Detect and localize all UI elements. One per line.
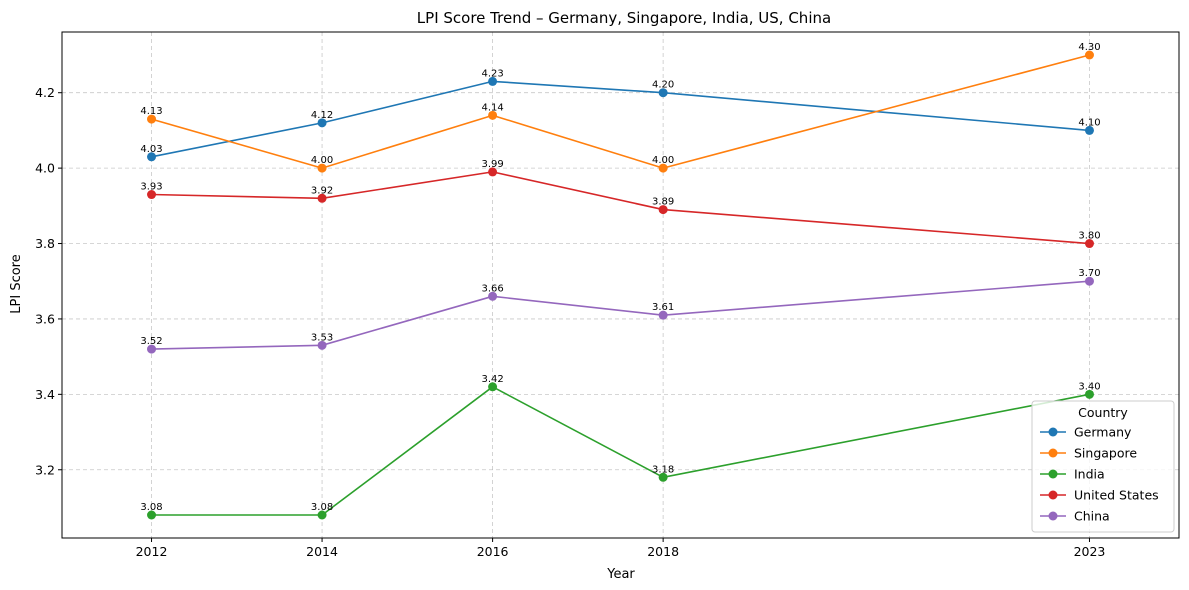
data-point-singapore — [147, 114, 157, 124]
y-tick-label: 3.2 — [35, 462, 55, 477]
data-point-india — [1084, 389, 1094, 399]
series-india: 3.08 3.08 3.42 3.18 3.40 — [140, 374, 1101, 520]
data-label-united-states: 3.93 — [140, 182, 162, 193]
legend-label-india: India — [1074, 467, 1105, 482]
data-label-china: 3.70 — [1078, 268, 1100, 279]
legend-marker-united-states — [1048, 490, 1058, 500]
data-label-india: 3.18 — [652, 464, 674, 475]
data-label-united-states: 3.89 — [652, 197, 674, 208]
grid — [62, 32, 1179, 538]
data-point-china — [317, 340, 327, 350]
y-tick-label: 4.2 — [35, 85, 55, 100]
y-tick-label: 3.6 — [35, 311, 55, 326]
data-point-united-states — [658, 205, 668, 215]
data-label-germany: 4.12 — [311, 110, 333, 121]
data-point-china — [658, 310, 668, 320]
data-point-china — [488, 291, 498, 301]
chart-title: LPI Score Trend – Germany, Singapore, In… — [417, 9, 831, 27]
series-china: 3.52 3.53 3.66 3.61 3.70 — [140, 268, 1101, 354]
data-point-china — [147, 344, 157, 354]
series-line-united-states — [151, 171, 1090, 245]
data-label-singapore: 4.14 — [481, 102, 503, 113]
data-label-china: 3.61 — [652, 302, 674, 313]
data-point-united-states — [488, 167, 498, 177]
data-point-united-states — [317, 193, 327, 203]
series-united-states: 3.93 3.92 3.99 3.89 3.80 — [140, 159, 1101, 249]
y-axis-label: LPI Score — [9, 254, 24, 313]
data-point-germany — [147, 152, 157, 162]
data-label-singapore: 4.00 — [652, 155, 674, 166]
series-germany: 4.03 4.12 4.23 4.20 4.10 — [140, 68, 1101, 162]
data-point-india — [317, 510, 327, 520]
data-label-germany: 4.23 — [481, 68, 503, 79]
data-point-germany — [658, 88, 668, 98]
legend-marker-china — [1048, 511, 1058, 521]
y-tick-label: 3.8 — [35, 236, 55, 251]
legend-title: Country — [1078, 405, 1128, 420]
data-label-germany: 4.03 — [140, 144, 162, 155]
data-point-india — [658, 472, 668, 482]
legend-label-singapore: Singapore — [1074, 446, 1137, 461]
data-label-india: 3.40 — [1078, 381, 1100, 392]
data-label-germany: 4.20 — [652, 80, 674, 91]
y-tick-label: 3.4 — [35, 387, 55, 402]
x-axis-label: Year — [606, 567, 635, 582]
data-label-germany: 4.10 — [1078, 117, 1100, 128]
data-point-china — [1084, 276, 1094, 286]
data-point-singapore — [317, 163, 327, 173]
y-tick-label: 4.0 — [35, 161, 55, 176]
x-tick-label: 2018 — [647, 544, 679, 559]
data-label-india: 3.42 — [481, 374, 503, 385]
axis-ticks: 2012 2014 2016 2018 2023 3.2 3.4 3.6 3.8 4.0 4.2 — [35, 85, 1105, 559]
data-point-india — [147, 510, 157, 520]
data-label-china: 3.53 — [311, 332, 333, 343]
x-tick-label: 2023 — [1074, 544, 1106, 559]
legend-marker-singapore — [1048, 448, 1058, 458]
data-point-united-states — [147, 190, 157, 200]
data-point-united-states — [1084, 239, 1094, 249]
data-point-germany — [488, 76, 498, 86]
legend-label-germany: Germany — [1074, 425, 1132, 440]
data-point-singapore — [1084, 50, 1094, 60]
data-label-united-states: 3.99 — [481, 159, 503, 170]
data-label-india: 3.08 — [140, 502, 162, 513]
series-layer: 4.03 4.12 4.23 4.20 4.10 4.13 4.00 4.14 4.00 4.30… — [140, 42, 1101, 520]
data-label-united-states: 3.92 — [311, 185, 333, 196]
series-line-singapore — [151, 54, 1090, 169]
legend-box — [1031, 400, 1175, 533]
legend-label-china: China — [1074, 509, 1110, 524]
data-point-india — [488, 382, 498, 392]
data-point-singapore — [658, 163, 668, 173]
x-tick-label: 2016 — [477, 544, 509, 559]
data-point-singapore — [488, 110, 498, 120]
series-line-china — [151, 280, 1090, 350]
data-label-united-states: 3.80 — [1078, 231, 1100, 242]
legend-label-united-states: United States — [1074, 488, 1159, 503]
data-label-singapore: 4.30 — [1078, 42, 1100, 53]
x-tick-label: 2012 — [136, 544, 168, 559]
legend-marker-india — [1048, 469, 1058, 479]
data-label-singapore: 4.13 — [140, 106, 162, 117]
data-label-china: 3.66 — [481, 283, 503, 294]
data-label-singapore: 4.00 — [311, 155, 333, 166]
legend: Country Germany Singapore India United Stat… — [1031, 400, 1175, 533]
data-point-germany — [1084, 125, 1094, 135]
series-line-india — [151, 386, 1090, 516]
data-label-china: 3.52 — [140, 336, 162, 347]
data-point-germany — [317, 118, 327, 128]
plot-frame — [61, 31, 1180, 539]
data-label-india: 3.08 — [311, 502, 333, 513]
x-tick-label: 2014 — [306, 544, 338, 559]
legend-marker-germany — [1048, 427, 1058, 437]
series-singapore: 4.13 4.00 4.14 4.00 4.30 — [140, 42, 1101, 173]
